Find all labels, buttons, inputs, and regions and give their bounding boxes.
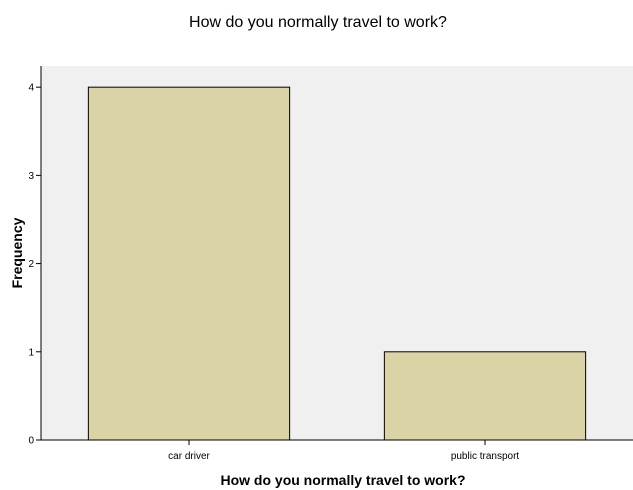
bar-public-transport (383, 351, 587, 441)
y-tick-label: 1 (28, 347, 34, 358)
y-tick-label: 4 (28, 83, 34, 94)
chart-title: How do you normally travel to work? (189, 14, 447, 31)
x-tick-label: car driver (168, 451, 210, 462)
x-axis-ticks: car driver public transport (168, 440, 519, 462)
y-tick-label: 3 (28, 171, 34, 182)
bar-car-driver (87, 86, 291, 441)
x-tick-label: public transport (451, 451, 520, 462)
y-tick-label: 2 (28, 259, 34, 270)
y-axis-title: Frequency (9, 217, 25, 288)
y-axis-ticks: 0 1 2 3 4 (28, 83, 41, 447)
bars-group (87, 86, 587, 441)
x-axis-title: How do you normally travel to work? (220, 472, 465, 488)
y-tick-label: 0 (28, 436, 34, 447)
